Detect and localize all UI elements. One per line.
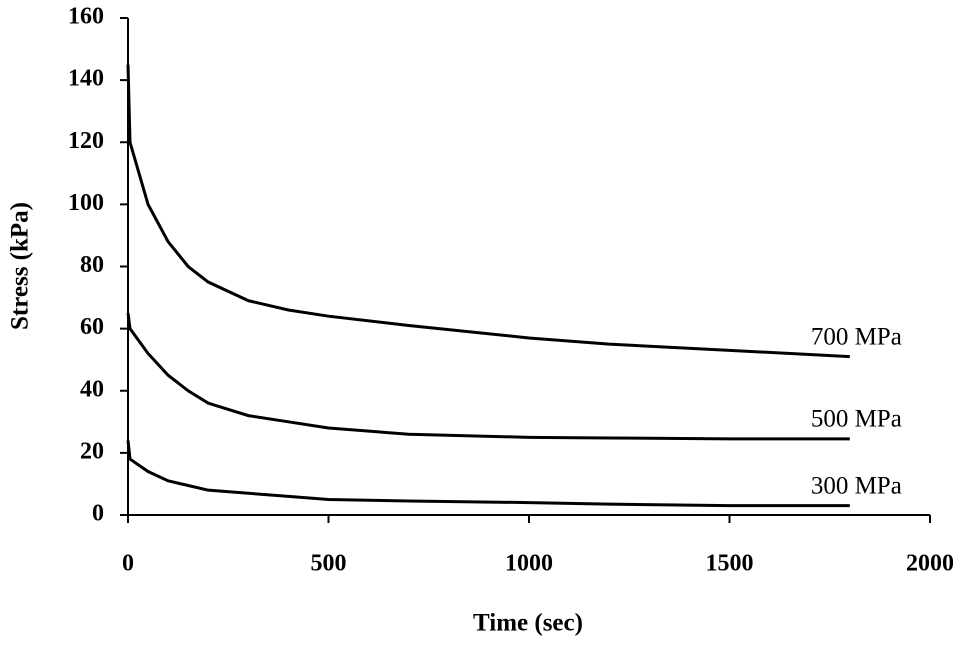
y-tick-label: 140 xyxy=(68,66,104,92)
series-line xyxy=(126,312,850,441)
x-tick-label: 1000 xyxy=(505,551,553,577)
y-tick-label: 60 xyxy=(80,314,104,340)
x-axis-title: Time (sec) xyxy=(473,610,583,637)
series-label: 700 MPa xyxy=(811,323,902,350)
series-line xyxy=(126,64,850,359)
y-tick-label: 100 xyxy=(68,190,104,216)
x-tick-label: 2000 xyxy=(906,551,954,577)
y-tick-label: 40 xyxy=(80,376,104,402)
series-label: 300 MPa xyxy=(811,472,902,499)
x-tick-label: 1500 xyxy=(706,551,754,577)
y-tick-label: 160 xyxy=(68,4,104,30)
x-tick-label: 0 xyxy=(122,551,134,577)
series-label: 500 MPa xyxy=(811,406,902,433)
y-tick-label: 0 xyxy=(92,501,104,527)
y-tick-label: 20 xyxy=(80,438,104,464)
y-tick-label: 120 xyxy=(68,128,104,154)
y-tick-label: 80 xyxy=(80,252,104,278)
series-line xyxy=(126,440,850,508)
x-tick-label: 500 xyxy=(311,551,347,577)
y-axis-title: Stress (kPa) xyxy=(7,202,34,330)
